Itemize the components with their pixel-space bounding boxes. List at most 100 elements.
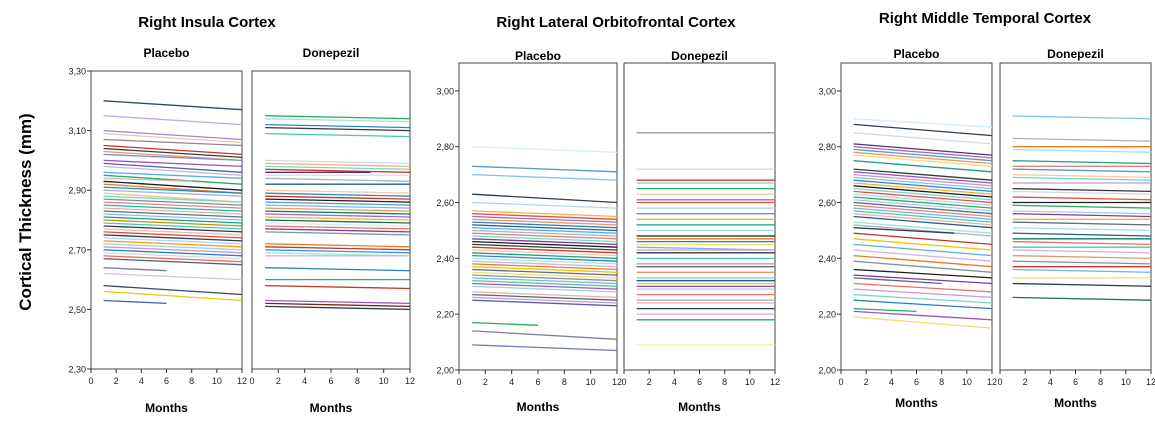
y-tick-label: 2,80: [818, 142, 836, 152]
x-tick-label: 12: [987, 377, 997, 387]
participant-line: [472, 215, 618, 223]
y-axis-label: Cortical Thickness (mm): [16, 113, 35, 310]
panel-group-label: Donepezil: [671, 49, 728, 63]
y-tick-label: 2,60: [436, 198, 454, 208]
participant-line: [103, 162, 243, 173]
x-tick-label: 8: [189, 376, 194, 386]
participant-line: [853, 221, 993, 234]
participant-line: [265, 246, 411, 251]
participant-line: [853, 193, 993, 206]
x-axis-label: Months: [310, 401, 353, 415]
participant-line: [103, 246, 243, 254]
y-tick-label: 2,60: [818, 198, 836, 208]
y-tick-label: 2,40: [436, 254, 454, 264]
participant-line: [1012, 168, 1152, 173]
participant-line: [265, 302, 411, 308]
chart-title: Right Middle Temporal Cortex: [879, 10, 1092, 27]
participant-line: [853, 179, 993, 193]
participant-line: [853, 268, 993, 279]
participant-line: [853, 213, 993, 226]
x-tick-label: 2: [864, 377, 869, 387]
participant-line: [265, 219, 411, 224]
participant-line: [265, 299, 411, 305]
participant-line: [103, 207, 243, 215]
y-tick-label: 3,30: [68, 67, 86, 77]
participant-line: [265, 165, 411, 170]
participant-line: [103, 222, 243, 230]
participant-line: [472, 201, 618, 209]
participant-line: [103, 165, 243, 176]
participant-line: [265, 177, 411, 182]
participant-line: [103, 100, 243, 111]
x-tick-label: 12: [1146, 377, 1155, 387]
participant-line: [472, 227, 618, 234]
participant-line: [472, 193, 618, 204]
participant-line: [265, 115, 411, 120]
participant-line: [472, 232, 618, 240]
participant-line: [853, 154, 993, 167]
participant-line: [1012, 137, 1152, 142]
participant-line: [265, 207, 411, 212]
participant-line: [1012, 296, 1152, 301]
participant-line: [853, 215, 993, 229]
participant-line: [103, 225, 243, 233]
participant-line: [103, 290, 243, 302]
participant-line: [103, 198, 243, 206]
x-tick-label: 6: [914, 377, 919, 387]
participant-line: [265, 225, 411, 230]
x-tick-label: 0: [88, 376, 93, 386]
y-tick-label: 3,00: [818, 86, 836, 96]
participant-line: [853, 171, 993, 184]
participant-line: [853, 299, 993, 310]
participant-line: [853, 254, 993, 268]
participant-line: [853, 143, 993, 156]
participant-line: [853, 199, 993, 212]
participant-line: [103, 284, 243, 296]
participant-line: [853, 148, 993, 162]
participant-line: [853, 224, 993, 237]
participant-line: [1012, 213, 1152, 218]
participant-line: [472, 280, 618, 287]
participant-line: [1012, 196, 1152, 201]
participant-line: [853, 201, 993, 215]
participant-line: [472, 299, 618, 307]
participant-line: [472, 285, 618, 293]
x-tick-label: 10: [586, 377, 596, 387]
participant-line: [103, 299, 167, 305]
x-tick-label: 0: [249, 376, 254, 386]
participant-line: [103, 201, 243, 209]
participant-line: [1012, 190, 1152, 195]
participant-line: [853, 176, 993, 190]
participant-line: [472, 229, 618, 237]
x-tick-label: 2: [1023, 377, 1028, 387]
participant-line: [853, 210, 993, 223]
participant-line: [853, 293, 993, 304]
participant-line: [265, 195, 411, 200]
x-tick-label: 4: [509, 377, 514, 387]
y-tick-label: 2,00: [818, 366, 836, 376]
participant-line: [853, 238, 993, 251]
participant-line: [103, 138, 243, 147]
x-tick-label: 0: [997, 377, 1002, 387]
y-tick-label: 2,50: [68, 305, 86, 315]
participant-line: [472, 291, 618, 299]
x-tick-label: 4: [1048, 377, 1053, 387]
participant-line: [265, 228, 411, 233]
participant-line: [103, 115, 243, 126]
participant-line: [265, 159, 411, 165]
participant-line: [1012, 268, 1152, 273]
participant-line: [265, 204, 411, 209]
participant-line: [1012, 221, 1152, 226]
y-tick-label: 3,00: [436, 86, 454, 96]
participant-line: [472, 282, 618, 290]
x-axis-label: Months: [1054, 396, 1097, 410]
x-tick-label: 10: [962, 377, 972, 387]
y-tick-label: 3,10: [68, 126, 86, 136]
y-tick-label: 2,70: [68, 245, 86, 255]
x-axis-label: Months: [517, 400, 560, 414]
participant-line: [1012, 249, 1152, 254]
participant-line: [265, 118, 411, 123]
participant-line: [472, 268, 618, 276]
x-axis-label: Months: [895, 396, 938, 410]
